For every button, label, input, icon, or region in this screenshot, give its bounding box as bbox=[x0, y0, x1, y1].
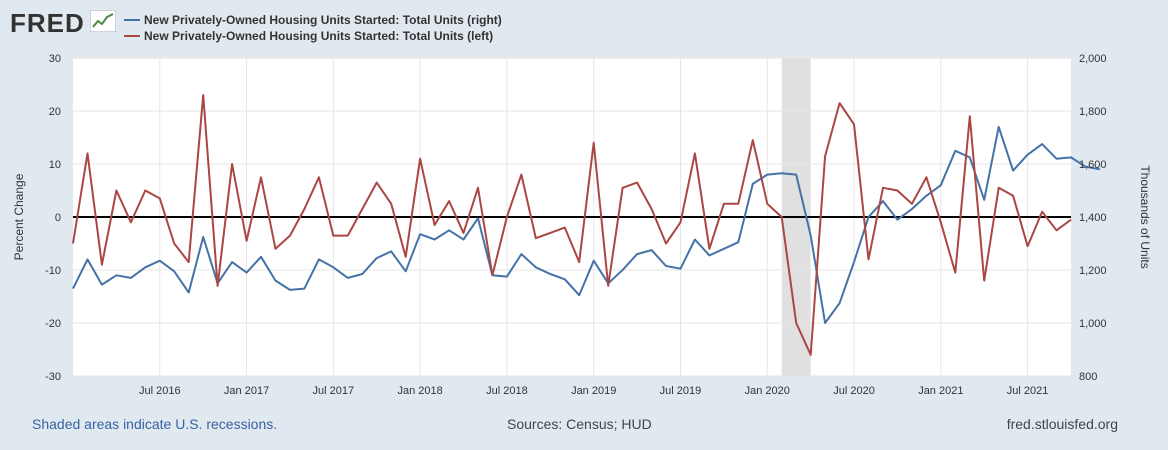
chart: -30 -20 -10 0 10 20 30 800 1,000 1,200 1,400 1,600 1… bbox=[12, 53, 1152, 397]
legend-item-red: New Privately-Owned Housing Units Starte… bbox=[124, 28, 502, 44]
left-tick-label: 10 bbox=[49, 159, 61, 171]
series-line-red[interactable] bbox=[72, 94, 1072, 356]
x-tick-label: Jul 2018 bbox=[486, 385, 528, 397]
right-tick-label: 1,200 bbox=[1079, 265, 1107, 277]
legend-label-blue: New Privately-Owned Housing Units Starte… bbox=[144, 13, 502, 27]
left-tick-label: 20 bbox=[49, 106, 61, 118]
site-link[interactable]: fred.stlouisfed.org bbox=[1006, 416, 1118, 432]
right-axis-title: Thousands of Units bbox=[1138, 165, 1152, 268]
x-tick-label: Jul 2016 bbox=[139, 385, 181, 397]
legend: New Privately-Owned Housing Units Starte… bbox=[124, 12, 502, 44]
series-line-blue[interactable] bbox=[72, 125, 1101, 324]
x-tick-label: Jan 2017 bbox=[224, 385, 269, 397]
x-tick-label: Jul 2019 bbox=[660, 385, 702, 397]
x-tick-label: Jul 2020 bbox=[833, 385, 875, 397]
left-tick-label: 30 bbox=[49, 53, 61, 65]
right-tick-label: 800 bbox=[1079, 371, 1097, 383]
fred-logo[interactable]: FRED bbox=[10, 8, 85, 38]
legend-item-blue: New Privately-Owned Housing Units Starte… bbox=[124, 12, 502, 28]
right-tick-label: 2,000 bbox=[1079, 53, 1107, 65]
legend-label-red: New Privately-Owned Housing Units Starte… bbox=[144, 29, 494, 43]
left-tick-label: 0 bbox=[55, 212, 61, 224]
x-tick-label: Jan 2019 bbox=[571, 385, 616, 397]
x-tick-label: Jan 2021 bbox=[918, 385, 963, 397]
recession-note: Shaded areas indicate U.S. recessions. bbox=[32, 416, 278, 432]
legend-swatch-red bbox=[124, 35, 140, 37]
right-tick-label: 1,000 bbox=[1079, 318, 1107, 330]
left-tick-label: -10 bbox=[45, 265, 61, 277]
x-tick-label: Jul 2017 bbox=[313, 385, 355, 397]
left-axis-title: Percent Change bbox=[12, 173, 26, 260]
sources-text: Sources: Census; HUD bbox=[507, 416, 652, 432]
x-tick-label: Jul 2021 bbox=[1007, 385, 1049, 397]
left-tick-label: -30 bbox=[45, 371, 61, 383]
left-tick-label: -20 bbox=[45, 318, 61, 330]
x-tick-label: Jan 2020 bbox=[745, 385, 790, 397]
header: FRED New Privately-Owned Housing Units S… bbox=[0, 0, 1168, 50]
right-tick-label: 1,800 bbox=[1079, 106, 1107, 118]
chart-line-icon bbox=[90, 10, 116, 32]
legend-swatch-blue bbox=[124, 19, 140, 21]
x-tick-label: Jan 2018 bbox=[397, 385, 442, 397]
right-tick-label: 1,400 bbox=[1079, 212, 1107, 224]
right-tick-label: 1,600 bbox=[1079, 159, 1107, 171]
